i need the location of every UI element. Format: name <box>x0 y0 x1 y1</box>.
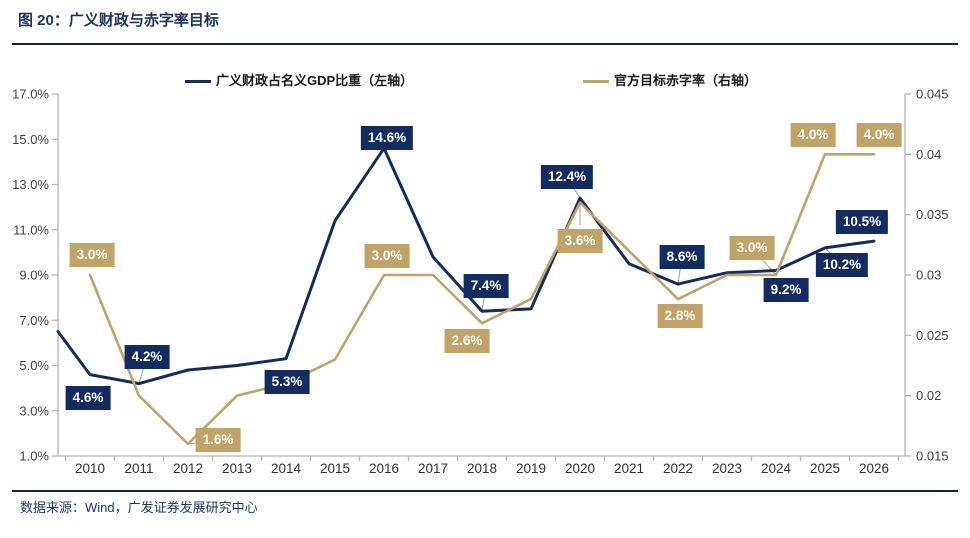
legend-item-broad-fiscal: 广义财政占名义GDP比重（左轴） <box>185 73 413 89</box>
legend-item-deficit-target: 官方目标赤字率（右轴） <box>583 73 757 89</box>
left-axis-tick-label: 1.0% <box>19 449 49 464</box>
legend-line-swatch-navy <box>185 79 211 83</box>
left-axis-tick-label: 17.0% <box>12 87 49 102</box>
left-axis-tick-label: 3.0% <box>19 403 49 418</box>
label-leader-line <box>824 247 836 259</box>
left-axis-tick-label: 13.0% <box>12 177 49 192</box>
data-source-note: 数据来源：Wind，广发证券发展研究中心 <box>20 500 258 515</box>
footer-separator-line <box>12 490 958 492</box>
right-axis-tick-label: 0.02 <box>916 388 941 403</box>
right-axis-tick-label: 0.015 <box>916 449 949 464</box>
x-axis-year-label: 2026 <box>859 461 889 476</box>
series-line-broad-fiscal <box>56 146 876 386</box>
x-axis-year-label: 2020 <box>565 461 595 476</box>
x-axis-year-label: 2023 <box>712 461 742 476</box>
left-axis-tick-label: 15.0% <box>12 132 49 147</box>
x-axis-year-label: 2018 <box>467 461 497 476</box>
left-axis-tick-label: 11.0% <box>13 222 49 237</box>
figure-title: 图 20：广义财政与赤字率目标 <box>18 12 219 29</box>
x-axis-year-label: 2013 <box>222 461 252 476</box>
right-axis-tick-label: 0.04 <box>916 147 941 162</box>
legend-label: 广义财政占名义GDP比重（左轴） <box>216 73 414 88</box>
right-axis-tick-label: 0.045 <box>916 87 949 102</box>
label-leader-line <box>571 185 581 199</box>
x-axis-year-label: 2021 <box>614 461 644 476</box>
right-axis-tick-label: 0.035 <box>916 207 949 222</box>
x-axis-year-label: 2014 <box>271 461 302 476</box>
x-axis-year-label: 2010 <box>75 461 105 476</box>
series-line-deficit-target <box>88 153 876 446</box>
x-axis-year-label: 2019 <box>516 461 546 476</box>
x-axis-year-label: 2024 <box>761 461 792 476</box>
label-leader-line <box>677 267 681 285</box>
x-axis-year-label: 2011 <box>124 461 153 476</box>
left-axis-tick-label: 5.0% <box>19 358 49 373</box>
right-axis-tick-label: 0.03 <box>916 268 941 283</box>
label-leader-line <box>481 296 485 312</box>
legend-label: 官方目标赤字率（右轴） <box>614 73 758 88</box>
title-separator-line <box>12 43 958 45</box>
legend-line-swatch-gold <box>583 79 609 83</box>
x-axis-year-label: 2012 <box>173 461 203 476</box>
left-axis-tick-label: 7.0% <box>19 313 49 328</box>
x-axis-year-label: 2016 <box>369 461 399 476</box>
left-axis-tick-label: 9.0% <box>19 268 49 283</box>
x-axis-year-label: 2017 <box>418 461 448 476</box>
x-axis-year-label: 2022 <box>663 461 693 476</box>
label-leader-line <box>138 367 145 384</box>
label-leader-line <box>761 258 777 276</box>
x-axis-year-label: 2025 <box>810 461 840 476</box>
x-axis-year-label: 2015 <box>320 461 350 476</box>
right-axis-tick-label: 0.025 <box>916 328 949 343</box>
